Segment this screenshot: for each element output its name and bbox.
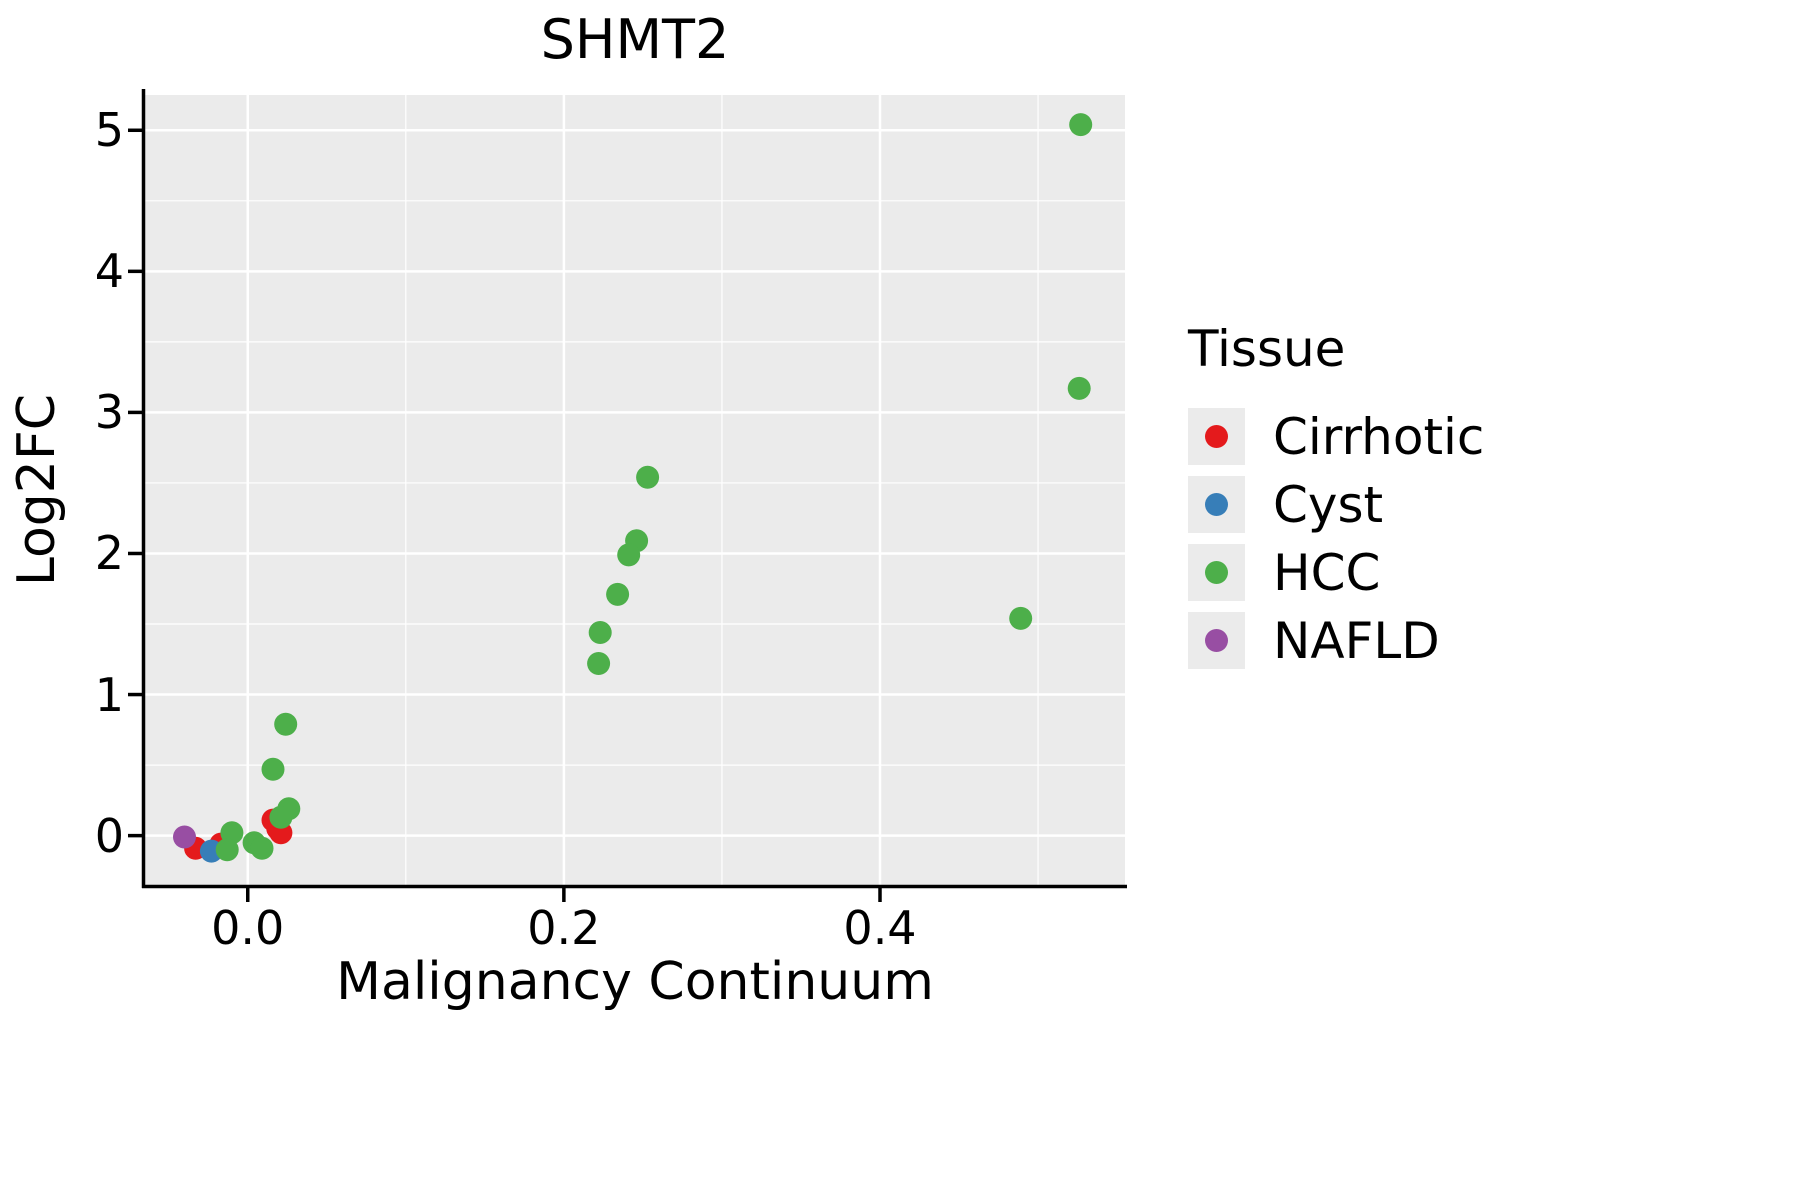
data-point-hcc — [274, 712, 298, 736]
legend-key-swatch — [1188, 476, 1245, 533]
y-tick-label: 2 — [94, 526, 124, 581]
data-point-hcc — [636, 465, 660, 489]
legend-key-swatch — [1188, 544, 1245, 601]
legend-dot-nafld — [1205, 629, 1228, 652]
legend-dot-cirrhotic — [1205, 425, 1228, 448]
legend-label: Cirrhotic — [1273, 407, 1485, 466]
legend-entries: Cirrhotic Cyst HCC NAFLD — [1188, 407, 1485, 670]
legend-entry-hcc: HCC — [1188, 543, 1484, 602]
legend-key-swatch — [1188, 612, 1245, 669]
x-tick-label: 0.2 — [527, 901, 601, 955]
chart-title: SHMT2 — [540, 8, 730, 71]
data-point-hcc — [1009, 606, 1033, 630]
y-tick-label: 4 — [94, 244, 124, 299]
legend-entry-cirrhotic: Cirrhotic — [1188, 407, 1485, 466]
legend-dot-hcc — [1205, 561, 1228, 584]
data-point-hcc — [261, 757, 285, 781]
legend-entry-cyst: Cyst — [1188, 475, 1484, 534]
data-point-hcc — [1067, 376, 1091, 400]
data-point-hcc — [587, 652, 611, 675]
x-tick-label: 0.4 — [843, 901, 917, 955]
data-point-hcc — [215, 838, 239, 862]
y-tick-label: 0 — [94, 808, 124, 863]
x-axis-label: Malignancy Continuum — [336, 952, 934, 1012]
x-tick-label: 0.0 — [211, 901, 285, 955]
data-point-hcc — [1069, 113, 1093, 137]
data-point-hcc — [250, 836, 274, 860]
data-point-hcc — [269, 805, 293, 829]
data-point-hcc — [617, 543, 641, 567]
y-tick-label: 1 — [94, 667, 124, 722]
plot-panel — [145, 95, 1125, 885]
data-point-hcc — [606, 582, 630, 606]
legend-dot-cyst — [1205, 493, 1228, 516]
legend-label: NAFLD — [1273, 611, 1440, 670]
legend-title: Tissue — [1188, 320, 1346, 378]
legend-key-swatch — [1188, 408, 1245, 465]
y-tick-label: 3 — [94, 385, 124, 440]
legend-label: HCC — [1273, 543, 1381, 602]
legend-entry-nafld: NAFLD — [1188, 611, 1484, 670]
data-point-hcc — [588, 621, 612, 644]
legend-label: Cyst — [1273, 475, 1384, 534]
data-point-nafld — [173, 825, 196, 849]
legend: Tissue Cirrhotic Cyst HCC NAFLD — [1188, 320, 1484, 680]
y-tick-label: 5 — [94, 103, 124, 158]
